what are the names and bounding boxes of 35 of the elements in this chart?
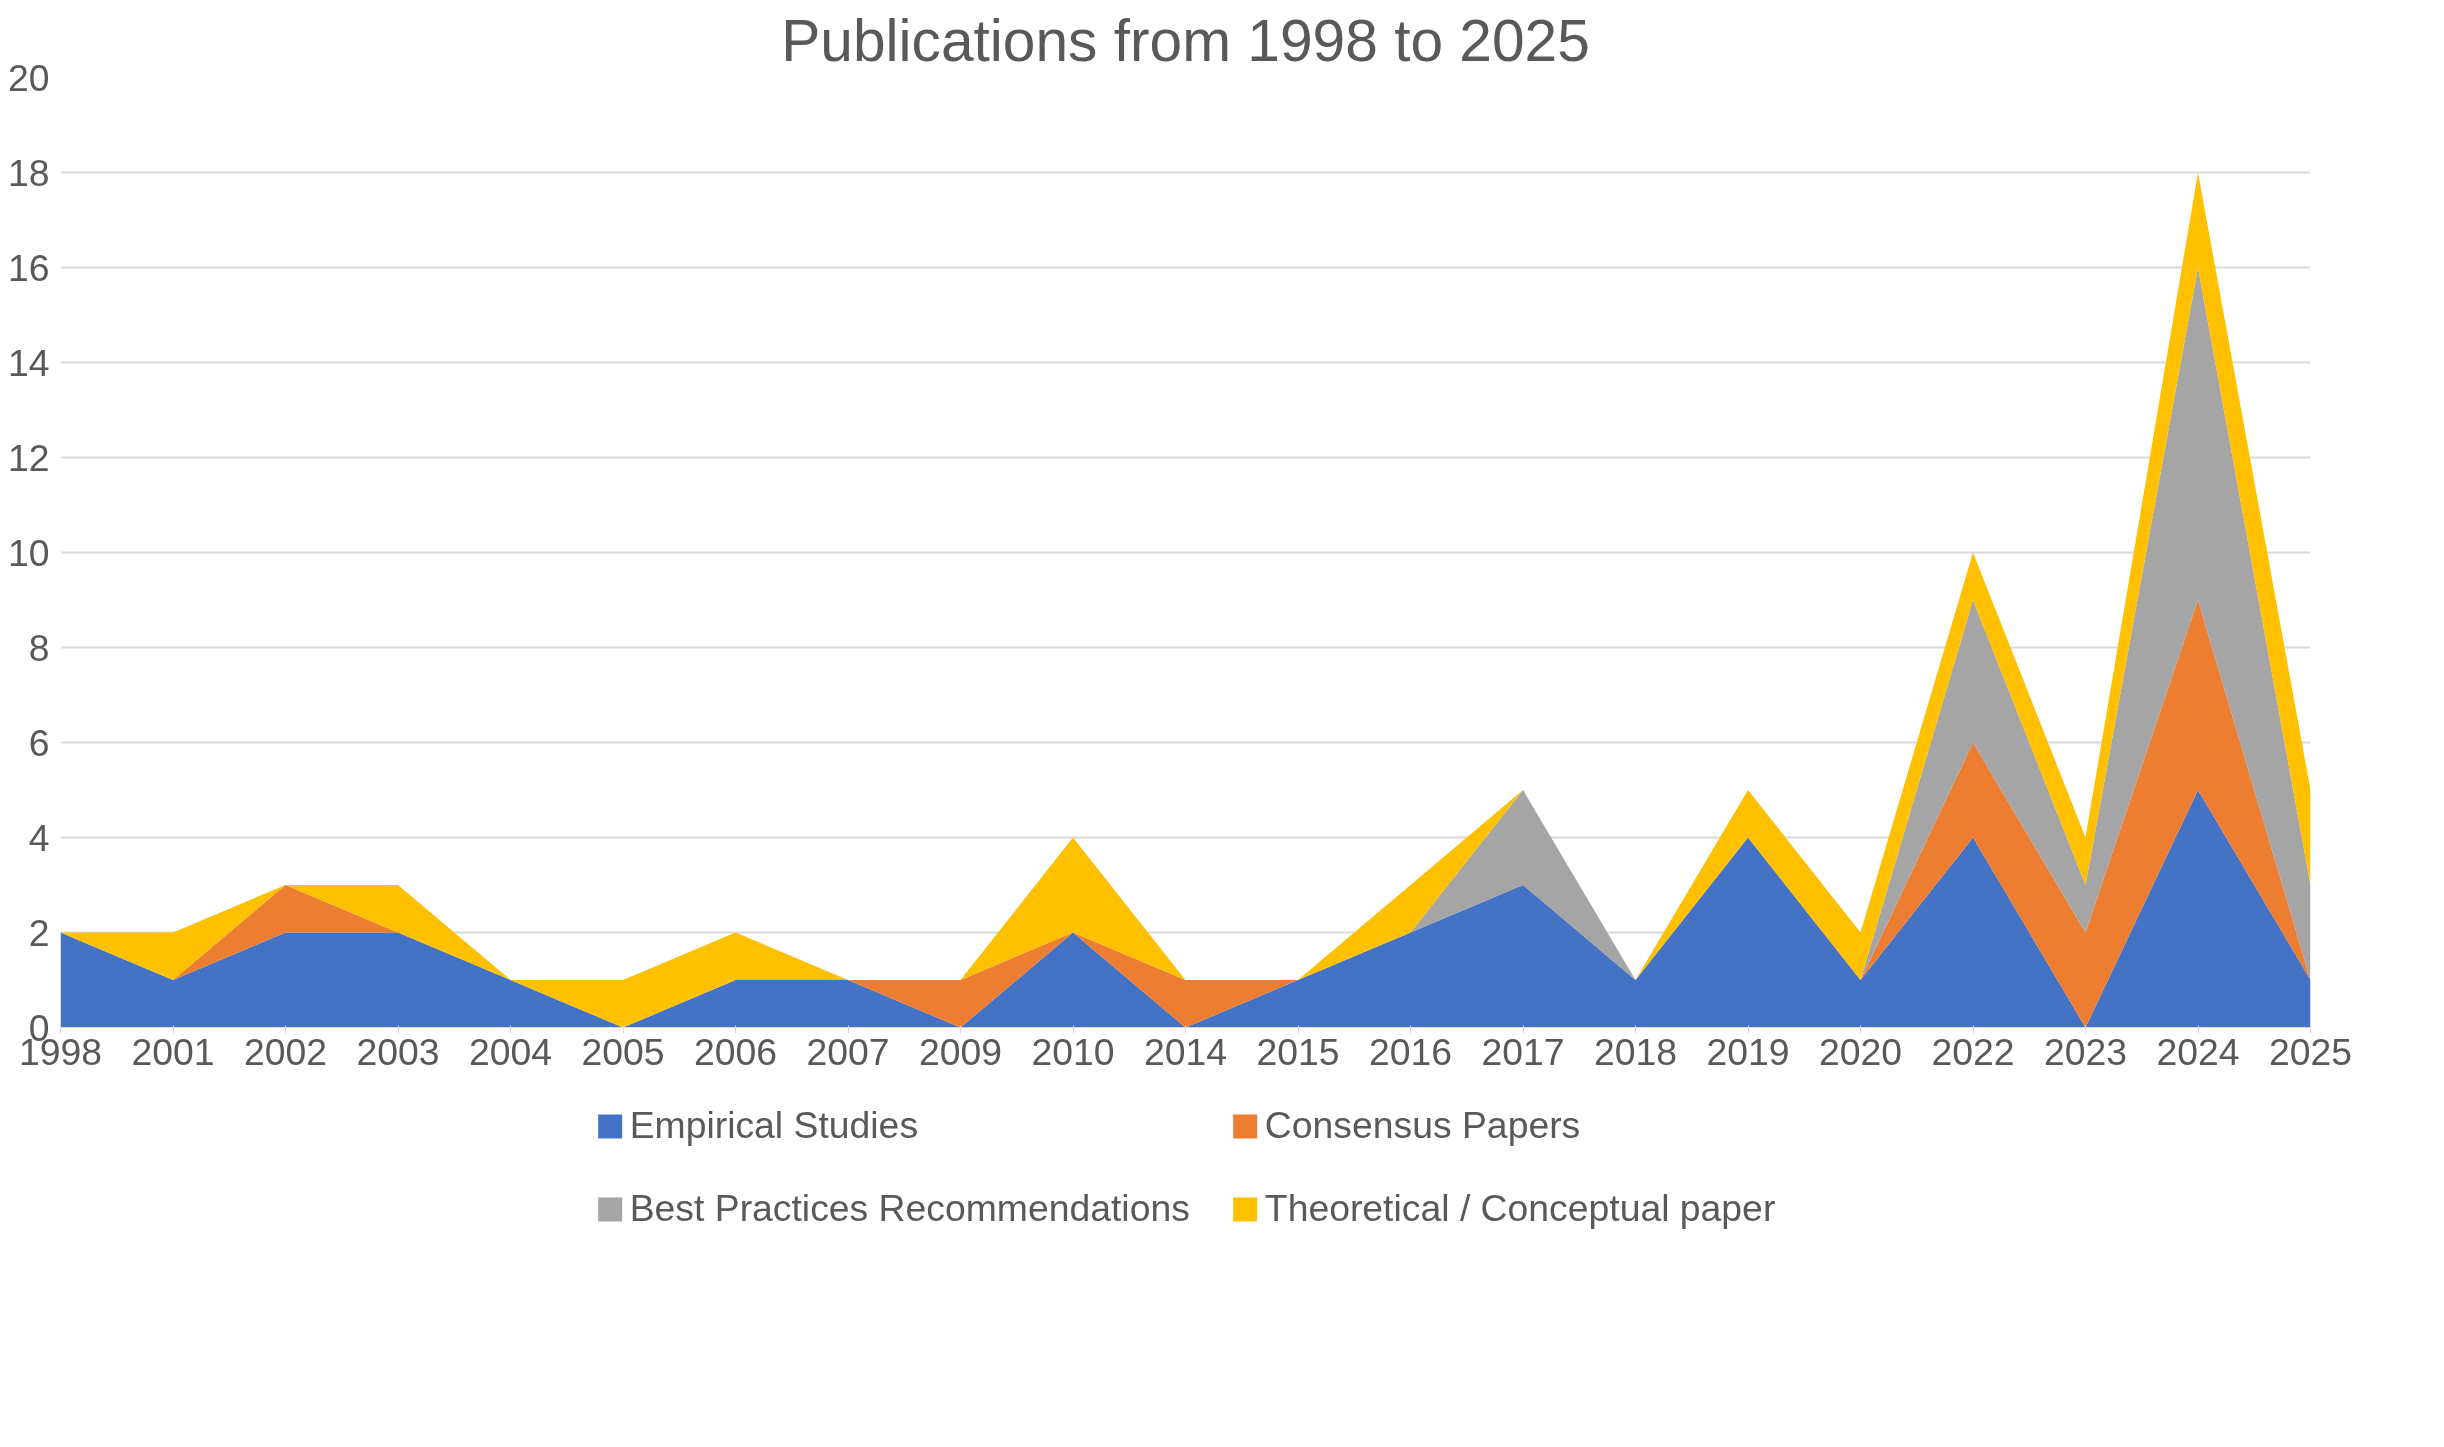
y-tick-label: 16 xyxy=(7,246,50,289)
legend-label: Empirical Studies xyxy=(629,1104,919,1147)
x-tick-label: 2010 xyxy=(1031,1030,1115,1073)
legend-label: Theoretical / Conceptual paper xyxy=(1264,1187,1776,1230)
legend-label: Best Practices Recommendations xyxy=(629,1187,1190,1230)
x-tick-label: 2023 xyxy=(2043,1030,2128,1073)
y-tick-label: 10 xyxy=(7,531,50,574)
x-tick-label: 2024 xyxy=(2156,1030,2240,1073)
x-tick-label: 2017 xyxy=(1481,1030,1565,1073)
x-tick-label: 2015 xyxy=(1256,1030,1340,1073)
x-tick-label: 2006 xyxy=(693,1030,778,1073)
x-tick-label: 2014 xyxy=(1143,1030,1228,1073)
x-tick-label: 2019 xyxy=(1706,1030,1790,1073)
x-tick-label: 2005 xyxy=(581,1030,665,1073)
y-tick-label: 8 xyxy=(28,626,50,669)
legend-label: Consensus Papers xyxy=(1264,1104,1581,1147)
y-tick-label: 4 xyxy=(28,816,50,859)
x-tick-label: 2022 xyxy=(1931,1030,2015,1073)
x-tick-label: 2020 xyxy=(1818,1030,1903,1073)
x-tick-label: 2004 xyxy=(468,1030,553,1073)
y-tick-label: 6 xyxy=(28,721,50,764)
x-tick-label: 2016 xyxy=(1368,1030,1453,1073)
x-tick-label: 2007 xyxy=(806,1030,890,1073)
x-tick-label: 2025 xyxy=(2268,1030,2353,1073)
x-tick-label: 2003 xyxy=(356,1030,440,1073)
y-tick-label: 2 xyxy=(28,911,50,954)
y-tick-label: 14 xyxy=(7,341,50,384)
y-tick-label: 20 xyxy=(7,56,50,99)
x-tick-label: 2001 xyxy=(131,1030,215,1073)
x-tick-label: 2002 xyxy=(243,1030,328,1073)
x-tick-label: 2018 xyxy=(1593,1030,1678,1073)
y-tick-label: 12 xyxy=(7,436,50,479)
y-tick-label: 18 xyxy=(7,151,50,194)
x-tick-label: 2009 xyxy=(918,1030,1003,1073)
chart-title: Publications from 1998 to 2025 xyxy=(781,7,1590,73)
